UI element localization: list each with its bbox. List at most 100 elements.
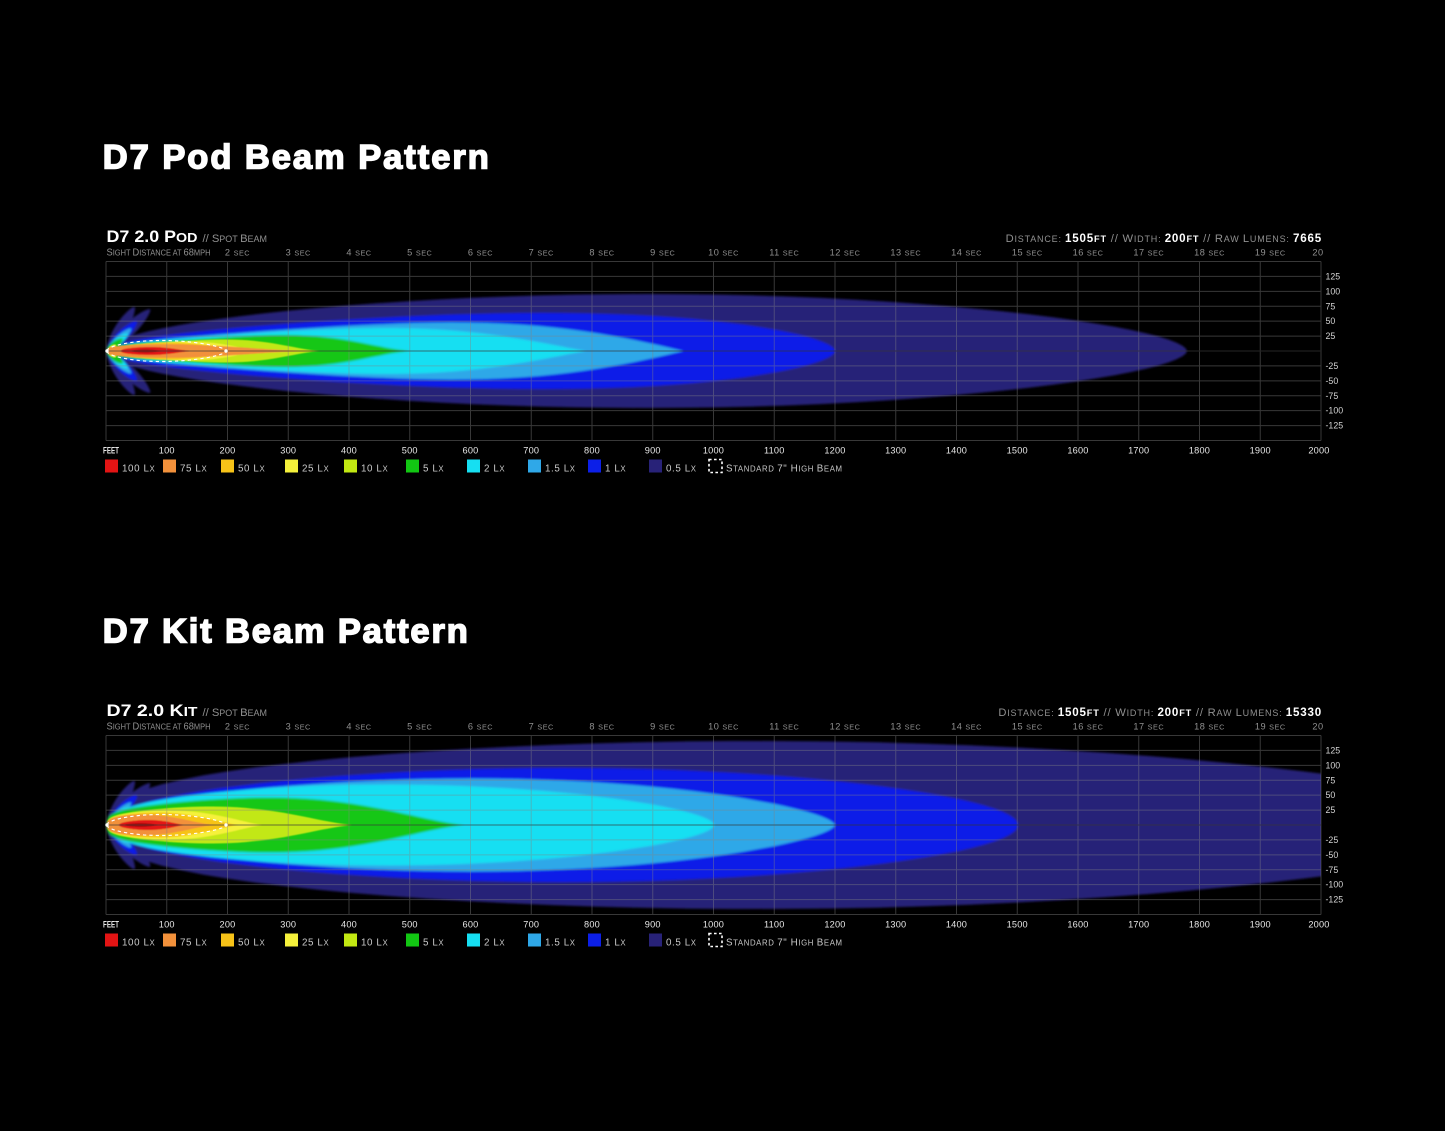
- svg-text:1900: 1900: [1250, 920, 1271, 930]
- svg-text:-50: -50: [1326, 850, 1339, 860]
- svg-text:25: 25: [1326, 331, 1336, 341]
- svg-text:2000: 2000: [1308, 446, 1329, 456]
- svg-text:5 LX: 5 LX: [423, 938, 444, 949]
- svg-text:19 SEC: 19 SEC: [1255, 248, 1286, 258]
- svg-text:20: 20: [1312, 722, 1323, 732]
- svg-text:8 SEC: 8 SEC: [589, 722, 614, 732]
- svg-text:1700: 1700: [1128, 920, 1149, 930]
- svg-text:6 SEC: 6 SEC: [468, 248, 493, 258]
- svg-text:800: 800: [584, 446, 600, 456]
- svg-text:DISTANCE: 1505FT // WIDTH: 2: DISTANCE: 1505FT // WIDTH: 200FT // RAW …: [998, 706, 1322, 719]
- svg-text:18 SEC: 18 SEC: [1194, 722, 1225, 732]
- svg-text:2 LX: 2 LX: [484, 464, 505, 475]
- svg-text:7 SEC: 7 SEC: [529, 248, 554, 258]
- svg-text:-125: -125: [1326, 895, 1344, 905]
- svg-text:5 SEC: 5 SEC: [407, 248, 432, 258]
- svg-text:11 SEC: 11 SEC: [769, 722, 799, 732]
- svg-text:SIGHT DISTANCE AT 68MPH: SIGHT DISTANCE AT 68MPH: [107, 248, 211, 259]
- svg-text:1800: 1800: [1189, 920, 1210, 930]
- svg-text:125: 125: [1326, 271, 1341, 281]
- svg-text:10 LX: 10 LX: [361, 938, 388, 949]
- svg-text:15 SEC: 15 SEC: [1012, 248, 1043, 258]
- svg-text:1500: 1500: [1007, 920, 1028, 930]
- svg-text:1 LX: 1 LX: [605, 938, 626, 949]
- svg-text:D7 Kit Beam Pattern: D7 Kit Beam Pattern: [103, 613, 468, 651]
- svg-text:4 SEC: 4 SEC: [346, 248, 371, 258]
- svg-text:FEET: FEET: [103, 446, 119, 457]
- svg-text:10 SEC: 10 SEC: [708, 248, 739, 258]
- svg-text:2 SEC: 2 SEC: [225, 722, 250, 732]
- svg-text:600: 600: [463, 446, 479, 456]
- svg-text:1 LX: 1 LX: [605, 464, 626, 475]
- svg-text:700: 700: [523, 446, 539, 456]
- svg-text:10 SEC: 10 SEC: [708, 722, 739, 732]
- svg-text:800: 800: [584, 920, 600, 930]
- svg-text:1100: 1100: [764, 920, 785, 930]
- svg-text:1500: 1500: [1007, 446, 1028, 456]
- svg-text:1100: 1100: [764, 446, 785, 456]
- svg-text:1000: 1000: [703, 446, 724, 456]
- svg-text:12 SEC: 12 SEC: [830, 722, 861, 732]
- svg-text:1800: 1800: [1189, 446, 1210, 456]
- svg-text:50 LX: 50 LX: [238, 938, 265, 949]
- svg-text:900: 900: [645, 446, 661, 456]
- svg-text:0.5 LX: 0.5 LX: [666, 938, 697, 949]
- svg-text:1700: 1700: [1128, 446, 1149, 456]
- svg-text:50: 50: [1326, 790, 1336, 800]
- svg-text:1.5 LX: 1.5 LX: [545, 464, 576, 475]
- svg-text:// SPOT BEAM: // SPOT BEAM: [203, 707, 268, 719]
- svg-text:STANDARD 7" HIGH BEAM: STANDARD 7" HIGH BEAM: [726, 938, 843, 949]
- svg-text:1200: 1200: [824, 920, 845, 930]
- svg-text:14 SEC: 14 SEC: [951, 722, 982, 732]
- svg-text:50 LX: 50 LX: [238, 464, 265, 475]
- svg-text:// SPOT BEAM: // SPOT BEAM: [203, 233, 268, 245]
- svg-text:D7 2.0 KIT: D7 2.0 K IT: [107, 702, 198, 720]
- svg-text:20: 20: [1312, 248, 1323, 258]
- svg-text:6 SEC: 6 SEC: [468, 722, 493, 732]
- svg-text:18 SEC: 18 SEC: [1194, 248, 1225, 258]
- svg-text:13 SEC: 13 SEC: [890, 248, 921, 258]
- svg-text:DISTANCE: 1505FT // WIDTH: 2: DISTANCE: 1505FT // WIDTH: 200FT // RAW …: [1006, 232, 1322, 245]
- svg-text:12 SEC: 12 SEC: [830, 248, 861, 258]
- svg-text:2 SEC: 2 SEC: [225, 248, 250, 258]
- svg-text:STANDARD 7" HIGH BEAM: STANDARD 7" HIGH BEAM: [726, 464, 843, 475]
- svg-text:100: 100: [159, 920, 175, 930]
- svg-text:100: 100: [159, 446, 175, 456]
- svg-text:75: 75: [1326, 775, 1336, 785]
- svg-text:900: 900: [645, 920, 661, 930]
- svg-text:100: 100: [1326, 286, 1341, 296]
- svg-text:1400: 1400: [946, 920, 967, 930]
- svg-text:400: 400: [341, 446, 357, 456]
- svg-text:1600: 1600: [1067, 446, 1088, 456]
- svg-text:D7 2.0 POD: D7 2.0 P OD: [107, 228, 198, 246]
- svg-text:500: 500: [402, 920, 418, 930]
- svg-text:700: 700: [523, 920, 539, 930]
- svg-text:1900: 1900: [1250, 446, 1271, 456]
- svg-text:16 SEC: 16 SEC: [1073, 722, 1104, 732]
- svg-text:25 LX: 25 LX: [302, 464, 329, 475]
- svg-text:9 SEC: 9 SEC: [650, 248, 675, 258]
- svg-text:-75: -75: [1326, 865, 1339, 875]
- svg-text:-25: -25: [1326, 835, 1339, 845]
- svg-text:9 SEC: 9 SEC: [650, 722, 675, 732]
- svg-text:-50: -50: [1326, 376, 1339, 386]
- svg-text:4 SEC: 4 SEC: [346, 722, 371, 732]
- svg-text:19 SEC: 19 SEC: [1255, 722, 1286, 732]
- svg-text:3 SEC: 3 SEC: [286, 248, 311, 258]
- svg-text:125: 125: [1326, 745, 1341, 755]
- svg-text:-100: -100: [1326, 406, 1344, 416]
- svg-text:100 LX: 100 LX: [122, 464, 156, 475]
- svg-text:11 SEC: 11 SEC: [769, 248, 799, 258]
- svg-text:75: 75: [1326, 301, 1336, 311]
- svg-text:25 LX: 25 LX: [302, 938, 329, 949]
- svg-text:400: 400: [341, 920, 357, 930]
- svg-text:100 LX: 100 LX: [122, 938, 156, 949]
- svg-text:3 SEC: 3 SEC: [286, 722, 311, 732]
- svg-text:1000: 1000: [703, 920, 724, 930]
- svg-text:2000: 2000: [1308, 920, 1329, 930]
- svg-text:1400: 1400: [946, 446, 967, 456]
- svg-text:14 SEC: 14 SEC: [951, 248, 982, 258]
- svg-text:500: 500: [402, 446, 418, 456]
- svg-text:17 SEC: 17 SEC: [1133, 248, 1164, 258]
- svg-text:75 LX: 75 LX: [180, 938, 207, 949]
